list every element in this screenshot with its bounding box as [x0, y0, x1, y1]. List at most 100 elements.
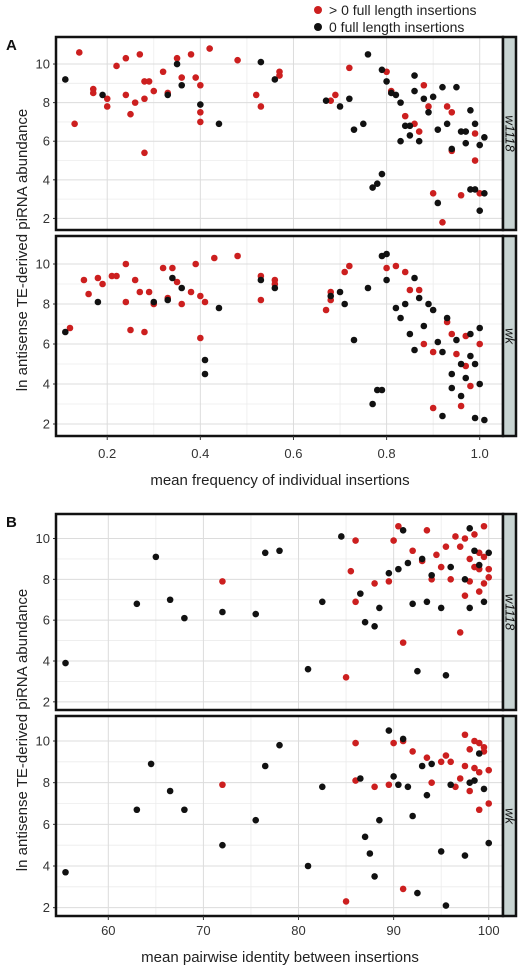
data-point-black [475, 561, 483, 569]
y-axis-label-a: ln antisense TE-derived piRNA abundance [14, 109, 31, 391]
y-tick-label: 4 [43, 172, 50, 187]
data-point-black [371, 873, 378, 880]
data-point-red [448, 330, 456, 338]
data-point-red [466, 555, 474, 563]
data-point-red [94, 274, 102, 282]
y-tick-label: 6 [43, 337, 50, 352]
panel-b-x-axis: 60 70 80 90 100 [101, 916, 500, 938]
data-point-black [447, 781, 454, 789]
data-point-black [443, 120, 451, 128]
data-point-red [471, 130, 479, 137]
y-tick-label: 8 [43, 95, 50, 110]
data-point-red [385, 781, 393, 789]
data-point-black [411, 274, 418, 282]
data-point-red [437, 758, 445, 766]
data-point-red [80, 276, 88, 284]
y-axis-label-b: ln antisense TE-derived piRNA abundance [14, 589, 31, 871]
data-point-black [62, 76, 69, 83]
data-point-black [304, 862, 312, 870]
panel-a-facet-w1118: 2 4 6 8 10 w1118 [36, 35, 518, 232]
data-point-black [471, 777, 478, 784]
data-point-red [429, 348, 437, 356]
data-point-red [475, 806, 483, 814]
data-point-red [276, 68, 283, 76]
data-point-black [364, 51, 372, 58]
data-point-black [406, 132, 414, 139]
data-point-red [401, 268, 409, 276]
data-point-black [178, 81, 186, 89]
data-point-black [327, 292, 335, 300]
data-point-red [131, 99, 139, 106]
data-point-black [406, 122, 414, 130]
data-point-red [395, 522, 402, 530]
data-point-red [327, 97, 335, 104]
panel-b-facet-w1118: 2 4 6 8 10 w1118 [36, 512, 518, 712]
data-point-black [133, 806, 141, 814]
data-point-black [173, 60, 181, 68]
data-point-black [94, 298, 102, 306]
legend: > 0 full length insertions 0 full length… [314, 2, 476, 35]
data-point-black [215, 304, 223, 312]
data-point-red [480, 522, 488, 530]
data-point-black [378, 66, 386, 74]
panel-a-facet-wk: 2 4 6 8 10 wk [36, 234, 518, 438]
data-point-red [197, 108, 204, 116]
data-point-red [141, 149, 148, 157]
data-point-red [192, 260, 199, 268]
data-point-black [467, 186, 474, 193]
y-tick-label: 10 [36, 531, 50, 546]
data-point-red [71, 120, 78, 128]
data-point-black [399, 527, 407, 534]
data-point-black [471, 360, 479, 368]
data-point-red [399, 885, 407, 893]
panel-label-b: B [6, 514, 17, 531]
data-point-red [485, 573, 493, 581]
panel-label-a: A [6, 37, 17, 54]
data-point-red [425, 103, 432, 110]
data-point-red [322, 306, 330, 314]
data-point-red [173, 54, 181, 62]
data-point-red [423, 527, 431, 534]
data-point-black [219, 608, 226, 616]
data-point-black [197, 101, 204, 108]
data-point-red [347, 567, 355, 575]
data-point-red [452, 533, 459, 540]
data-point-red [136, 288, 144, 296]
data-point-black [373, 386, 381, 394]
data-point-red [461, 762, 469, 770]
data-point-black [462, 139, 470, 147]
data-point-black [252, 610, 260, 618]
y-tick-label: 2 [43, 417, 50, 432]
data-point-black [371, 622, 378, 630]
data-point-black [462, 128, 470, 135]
data-point-red [127, 326, 134, 334]
data-point-red [471, 737, 478, 745]
y-tick-label: 8 [43, 572, 50, 587]
data-point-red [457, 191, 465, 199]
x-axis-label-b: mean pairwise identity between insertion… [141, 949, 419, 966]
y-tick-label: 2 [43, 900, 50, 915]
x-tick-label: 0.4 [191, 446, 209, 461]
legend-label-black: 0 full length insertions [329, 19, 464, 35]
data-point-red [197, 118, 204, 126]
data-point-red [342, 898, 350, 905]
data-point-red [447, 576, 454, 583]
data-point-black [442, 671, 450, 679]
y-tick-label: 6 [43, 817, 50, 832]
legend-swatch-red [314, 6, 322, 14]
data-point-black [437, 604, 445, 612]
data-point-black [357, 590, 364, 597]
data-point-black [481, 134, 488, 141]
data-point-red [108, 272, 116, 280]
data-point-black [376, 604, 383, 612]
data-point-red [476, 340, 484, 348]
data-point-red [341, 268, 348, 276]
data-point-black [399, 735, 407, 743]
data-point-red [480, 580, 488, 587]
data-point-black [461, 852, 469, 859]
data-point-black [467, 330, 474, 338]
panel-a-x-axis: 0.2 0.4 0.6 0.8 1.0 [98, 436, 489, 461]
data-point-black [425, 300, 432, 308]
data-point-black [397, 137, 404, 145]
y-tick-label: 6 [43, 134, 50, 149]
